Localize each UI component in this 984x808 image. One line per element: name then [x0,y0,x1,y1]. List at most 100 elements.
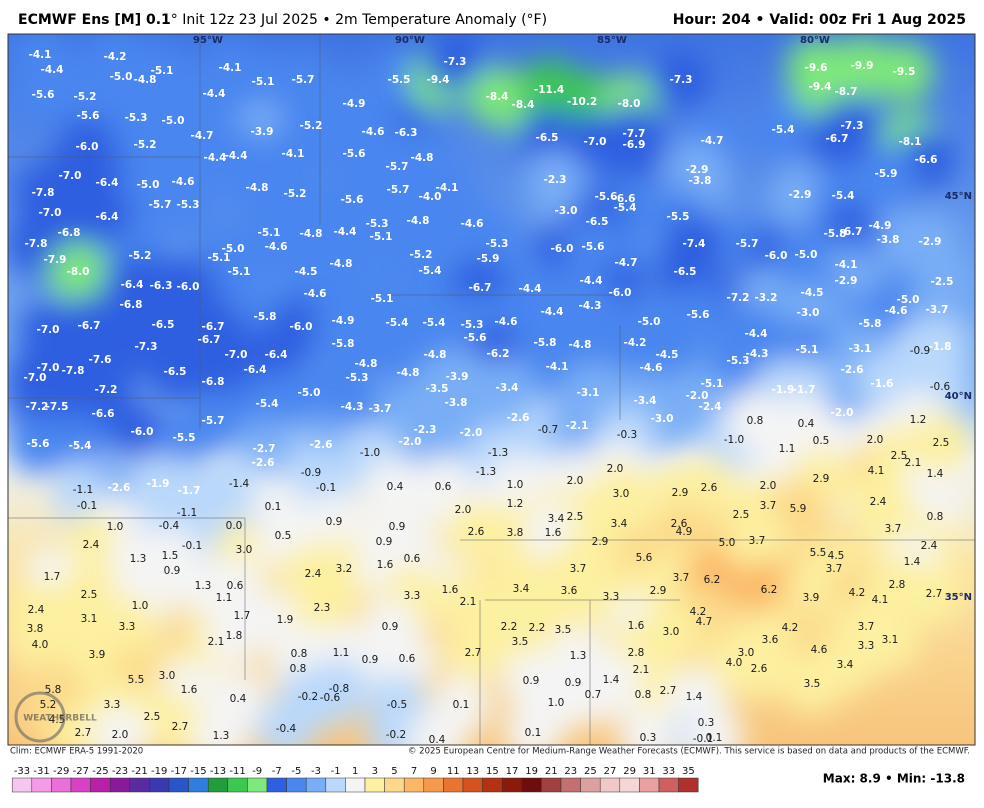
anomaly-label: 2.0 [867,434,884,446]
colorbar-swatch [70,777,91,793]
anomaly-label: 2.5 [144,711,161,723]
anomaly-label: 0.9 [326,516,343,528]
anomaly-label: 0.9 [382,621,399,633]
anomaly-label: -6.5 [536,132,559,144]
anomaly-label: -3.8 [877,234,900,246]
anomaly-label: 2.6 [751,663,768,675]
anomaly-label: -5.5 [667,211,690,223]
anomaly-label: -7.0 [37,362,60,374]
anomaly-label: -5.1 [252,76,275,88]
anomaly-label: -5.6 [341,194,364,206]
anomaly-label: 0.6 [404,553,421,565]
anomaly-label: -6.5 [586,216,609,228]
anomaly-label: -6.0 [177,281,200,293]
anomaly-label: 2.7 [465,647,482,659]
colorbar-label: -27 [73,766,89,777]
anomaly-label: -4.4 [745,328,768,340]
anomaly-shade [292,578,352,638]
anomaly-label: -6.8 [202,376,225,388]
anomaly-label: 1.5 [162,550,179,562]
anomaly-label: -6.7 [840,226,863,238]
colorbar-label: 17 [506,766,519,777]
anomaly-label: -4.4 [519,283,542,295]
anomaly-label: -4.7 [615,257,638,269]
anomaly-label: 1.4 [927,468,944,480]
anomaly-label: 2.2 [529,622,546,634]
anomaly-shade [304,492,364,552]
colorbar-label: 15 [486,766,499,777]
anomaly-label: -5.1 [701,378,724,390]
anomaly-label: -0.5 [387,699,408,711]
anomaly-shade [904,564,964,624]
anomaly-label: 1.0 [107,521,124,533]
map-frame [7,33,976,746]
anomaly-shade [911,413,971,473]
anomaly-label: -5.3 [486,238,509,250]
anomaly-label: -3.7 [369,403,392,415]
colorbar-swatch [227,777,248,793]
colorbar-label: -25 [92,766,108,777]
anomaly-shade [50,416,110,476]
colorbar-swatch [149,777,170,793]
anomaly-shade [651,50,711,110]
anomaly-label: -2.0 [831,407,854,419]
anomaly-label: 2.0 [112,729,129,741]
anomaly-label: -5.8 [859,318,882,330]
anomaly-shade [770,165,830,225]
anomaly-shade [48,242,108,302]
anomaly-label: -5.8 [824,228,847,240]
anomaly-label: -5.1 [258,227,281,239]
anomaly-label: -5.1 [151,65,174,77]
anomaly-label: -9.9 [851,60,874,72]
anomaly-label: -2.6 [841,364,864,376]
anomaly-label: -5.4 [69,440,92,452]
anomaly-label: -5.7 [202,415,225,427]
anomaly-label: -5.2 [410,249,433,261]
anomaly-label: -5.2 [134,139,157,151]
colorbar-swatch [90,777,111,793]
anomaly-label: -2.3 [414,424,437,436]
anomaly-label: -4.3 [746,348,769,360]
anomaly-label: -7.8 [32,187,55,199]
anomaly-label: 0.9 [389,521,406,533]
anomaly-label: -4.9 [343,98,366,110]
anomaly-label: -0.1 [316,482,337,494]
anomaly-label: -5.1 [796,344,819,356]
anomaly-label: -4.5 [656,349,679,361]
anomaly-label: 2.5 [733,509,750,521]
anomaly-label: -1.3 [488,447,509,459]
anomaly-label: 2.6 [671,518,688,530]
anomaly-shade [90,705,150,745]
colorbar-label: -9 [252,766,262,777]
anomaly-label: -4.3 [341,401,364,413]
anomaly-label: -3.0 [797,307,820,319]
anomaly-label: -4.9 [332,315,355,327]
anomaly-label: -7.9 [44,254,67,266]
anomaly-label: -4.3 [579,300,602,312]
anomaly-label: -4.6 [885,305,908,317]
colorbar-label: 25 [584,766,597,777]
anomaly-label: -3.4 [496,382,519,394]
anomaly-label: 3.7 [885,523,902,535]
anomaly-shade [377,629,437,689]
anomaly-label: 6.2 [761,584,778,596]
colorbar-label: 7 [411,766,417,777]
colorbar-swatch [286,777,307,793]
anomaly-label: -4.6 [640,362,663,374]
anomaly-label: -4.2 [104,51,127,63]
anomaly-label: -7.2 [727,292,750,304]
colorbar-swatch [443,777,464,793]
anomaly-label: -4.9 [869,220,892,232]
anomaly-label: -3.7 [926,304,949,316]
anomaly-label: 4.2 [849,587,866,599]
anomaly-label: -5.0 [795,249,818,261]
anomaly-label: -8.1 [899,136,922,148]
anomaly-shade [132,41,192,101]
anomaly-label: -5.2 [300,120,323,132]
anomaly-label: -6.8 [120,299,143,311]
anomaly-label: 0.6 [399,653,416,665]
anomaly-label: -5.6 [27,438,50,450]
anomaly-label: 5.5 [128,674,145,686]
graticule-label: 35°N [945,592,972,603]
anomaly-label: -5.6 [582,241,605,253]
